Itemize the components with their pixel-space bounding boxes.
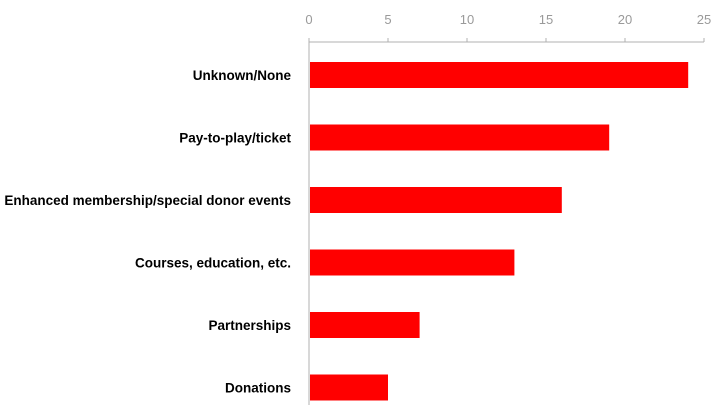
x-tick-label: 0 [305, 12, 312, 27]
bar [310, 62, 688, 88]
x-tick-label: 25 [697, 12, 711, 27]
bars [310, 62, 688, 401]
x-tick-label: 10 [460, 12, 474, 27]
category-labels: Unknown/None Pay-to-play/ticket Enhanced m… [4, 68, 291, 396]
category-label: Donations [225, 381, 291, 396]
bar [310, 187, 562, 213]
bar [310, 125, 609, 151]
category-label: Unknown/None [193, 68, 292, 83]
category-label: Pay-to-play/ticket [179, 131, 291, 146]
category-label: Partnerships [208, 318, 291, 333]
bar [310, 312, 420, 338]
category-label: Enhanced membership/special donor events [4, 193, 291, 208]
x-tick-label: 20 [618, 12, 632, 27]
x-tick-label: 5 [384, 12, 391, 27]
x-tick-label: 15 [539, 12, 553, 27]
bar [310, 375, 388, 401]
category-label: Courses, education, etc. [135, 256, 291, 271]
bar [310, 250, 514, 276]
